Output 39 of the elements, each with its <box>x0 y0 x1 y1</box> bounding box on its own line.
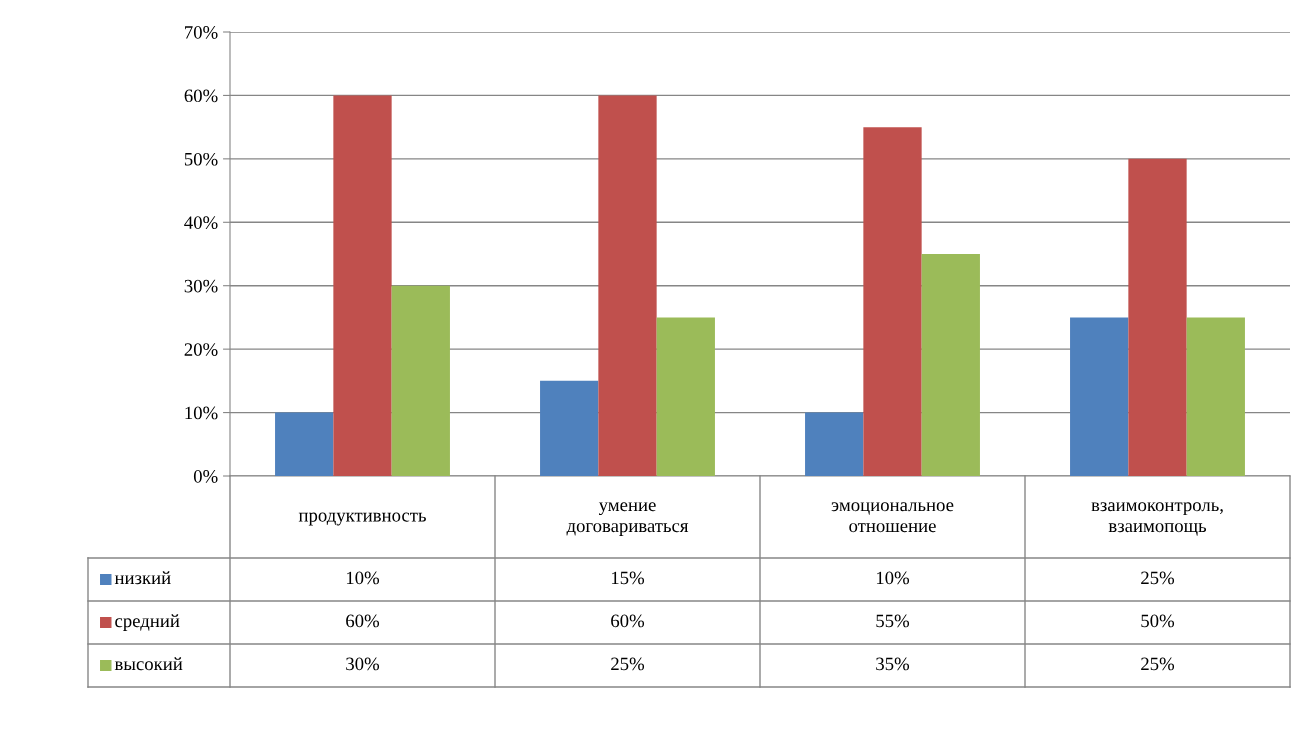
data-label: 10% <box>876 571 910 585</box>
y-tick-label: 40% <box>184 216 218 230</box>
bar <box>656 317 715 476</box>
legend-label: высокий <box>114 657 183 671</box>
data-label: 60% <box>611 614 645 628</box>
y-tick-label: 30% <box>184 279 218 293</box>
data-label: 15% <box>611 571 645 585</box>
data-label: 25% <box>1141 657 1175 671</box>
bar <box>863 127 922 476</box>
y-tick-label: 60% <box>184 89 218 103</box>
y-tick-label: 0% <box>193 470 218 483</box>
data-label: 35% <box>876 657 910 671</box>
bar <box>391 285 450 476</box>
x-tick-label: умение договариваться <box>566 502 689 536</box>
data-label: 25% <box>1141 571 1175 585</box>
bar <box>921 254 980 476</box>
y-tick-label: 70% <box>185 26 218 39</box>
bar <box>333 95 392 476</box>
legend-label: средний <box>115 614 180 631</box>
bar <box>1128 158 1187 476</box>
y-tick-label: 50% <box>184 152 218 166</box>
bar <box>275 412 334 476</box>
x-tick-label: продуктивность <box>298 512 426 526</box>
data-label: 30% <box>346 657 380 671</box>
data-label: 55% <box>876 614 910 628</box>
data-label: 10% <box>346 571 380 585</box>
bar <box>1070 317 1129 476</box>
bar <box>805 412 864 476</box>
data-label: 60% <box>346 614 380 628</box>
x-tick-label: эмоциональное отношение <box>831 502 954 533</box>
legend-label: низкий <box>114 571 171 585</box>
bar <box>540 380 599 476</box>
bar <box>598 95 657 476</box>
y-tick-label: 10% <box>185 406 218 420</box>
data-label: 50% <box>1141 614 1175 628</box>
data-label: 25% <box>611 657 645 671</box>
y-tick-label: 20% <box>184 343 218 356</box>
x-tick-label: взаимоконтроль, взаимопощь <box>1091 502 1223 536</box>
bar <box>1186 317 1245 476</box>
